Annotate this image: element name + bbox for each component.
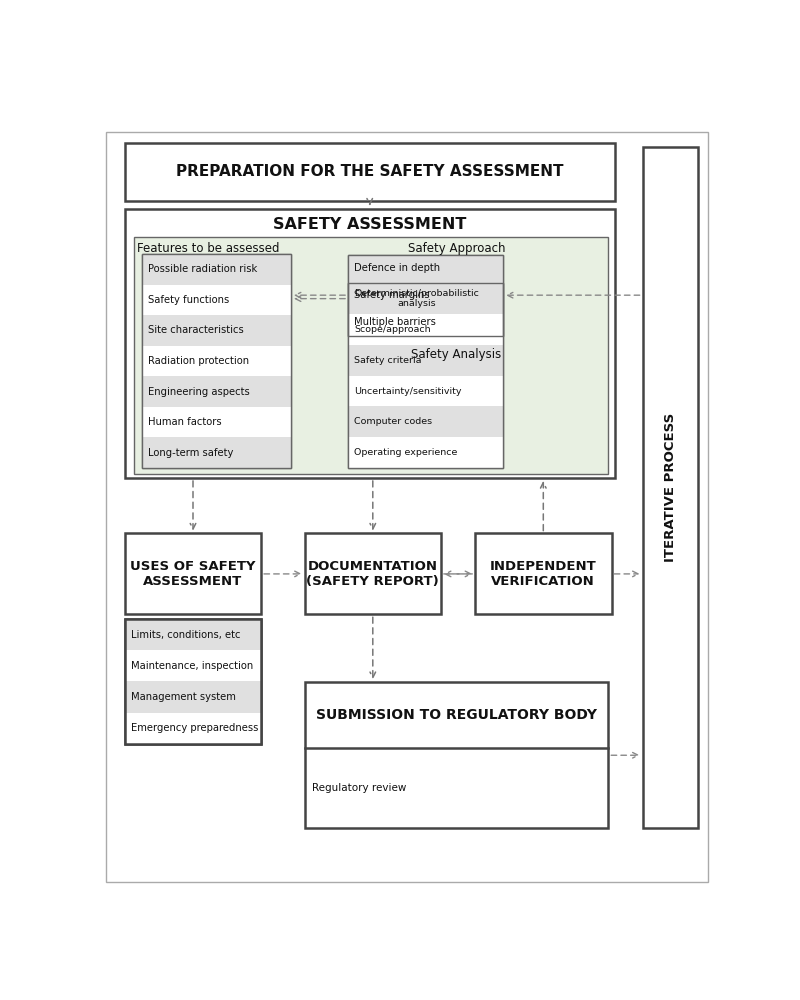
Bar: [125, 619, 261, 650]
Text: DOCUMENTATION
(SAFETY REPORT): DOCUMENTATION (SAFETY REPORT): [306, 560, 439, 588]
Text: Human factors: Human factors: [148, 417, 222, 427]
Bar: [348, 283, 503, 314]
Bar: [142, 254, 291, 285]
Text: Emergency preparedness: Emergency preparedness: [131, 723, 258, 733]
Bar: [142, 285, 291, 315]
Text: INDEPENDENT
VERIFICATION: INDEPENDENT VERIFICATION: [490, 560, 597, 588]
Text: Radiation protection: Radiation protection: [148, 356, 250, 366]
Bar: [142, 437, 291, 468]
Text: ITERATIVE PROCESS: ITERATIVE PROCESS: [664, 413, 677, 562]
Text: Operating experience: Operating experience: [354, 448, 458, 457]
Bar: [142, 315, 291, 346]
Bar: [305, 533, 441, 614]
Bar: [348, 255, 503, 336]
Bar: [125, 143, 614, 201]
Text: Regulatory review: Regulatory review: [312, 783, 406, 793]
Bar: [142, 254, 291, 468]
Bar: [348, 283, 503, 468]
Text: Safety Analysis: Safety Analysis: [411, 348, 502, 361]
Text: Maintenance, inspection: Maintenance, inspection: [131, 661, 254, 671]
Text: USES OF SAFETY
ASSESSMENT: USES OF SAFETY ASSESSMENT: [130, 560, 256, 588]
Text: PREPARATION FOR THE SAFETY ASSESSMENT: PREPARATION FOR THE SAFETY ASSESSMENT: [176, 164, 563, 179]
Text: Computer codes: Computer codes: [354, 417, 432, 426]
Bar: [348, 376, 503, 406]
Bar: [125, 533, 261, 614]
Text: SAFETY ASSESSMENT: SAFETY ASSESSMENT: [273, 217, 466, 232]
Text: Multiple barriers: Multiple barriers: [354, 317, 436, 327]
Text: Management system: Management system: [131, 692, 236, 702]
Bar: [125, 650, 261, 681]
Bar: [125, 681, 261, 713]
Bar: [348, 283, 503, 468]
Bar: [134, 237, 608, 474]
Text: Safety Approach: Safety Approach: [408, 242, 506, 255]
Bar: [348, 314, 503, 345]
Text: SUBMISSION TO REGULATORY BODY: SUBMISSION TO REGULATORY BODY: [316, 708, 597, 722]
Bar: [348, 309, 503, 336]
Text: Site characteristics: Site characteristics: [148, 325, 244, 335]
Bar: [125, 619, 261, 744]
Bar: [142, 376, 291, 407]
Text: Limits, conditions, etc: Limits, conditions, etc: [131, 630, 241, 640]
Text: Features to be assessed: Features to be assessed: [138, 242, 280, 255]
Bar: [125, 209, 614, 478]
Bar: [125, 713, 261, 744]
Text: Safety margins: Safety margins: [354, 290, 430, 300]
Bar: [348, 255, 503, 282]
Text: Safety functions: Safety functions: [148, 295, 230, 305]
Bar: [142, 407, 291, 437]
Text: Engineering aspects: Engineering aspects: [148, 387, 250, 397]
Text: Long-term safety: Long-term safety: [148, 448, 234, 458]
Text: Uncertainty/sensitivity: Uncertainty/sensitivity: [354, 387, 462, 396]
Bar: [348, 406, 503, 437]
Bar: [642, 147, 698, 828]
Text: Deterministic/probabilistic
analysis: Deterministic/probabilistic analysis: [354, 289, 479, 308]
Bar: [348, 437, 503, 468]
Bar: [142, 254, 291, 468]
Bar: [125, 619, 261, 744]
Bar: [305, 682, 609, 828]
Bar: [348, 282, 503, 309]
Text: Possible radiation risk: Possible radiation risk: [148, 264, 258, 274]
Bar: [348, 345, 503, 376]
Bar: [142, 346, 291, 376]
Bar: [475, 533, 611, 614]
Bar: [348, 255, 503, 336]
Text: Scope/approach: Scope/approach: [354, 325, 431, 334]
Text: Safety criteria: Safety criteria: [354, 356, 422, 365]
Text: Defence in depth: Defence in depth: [354, 263, 440, 273]
